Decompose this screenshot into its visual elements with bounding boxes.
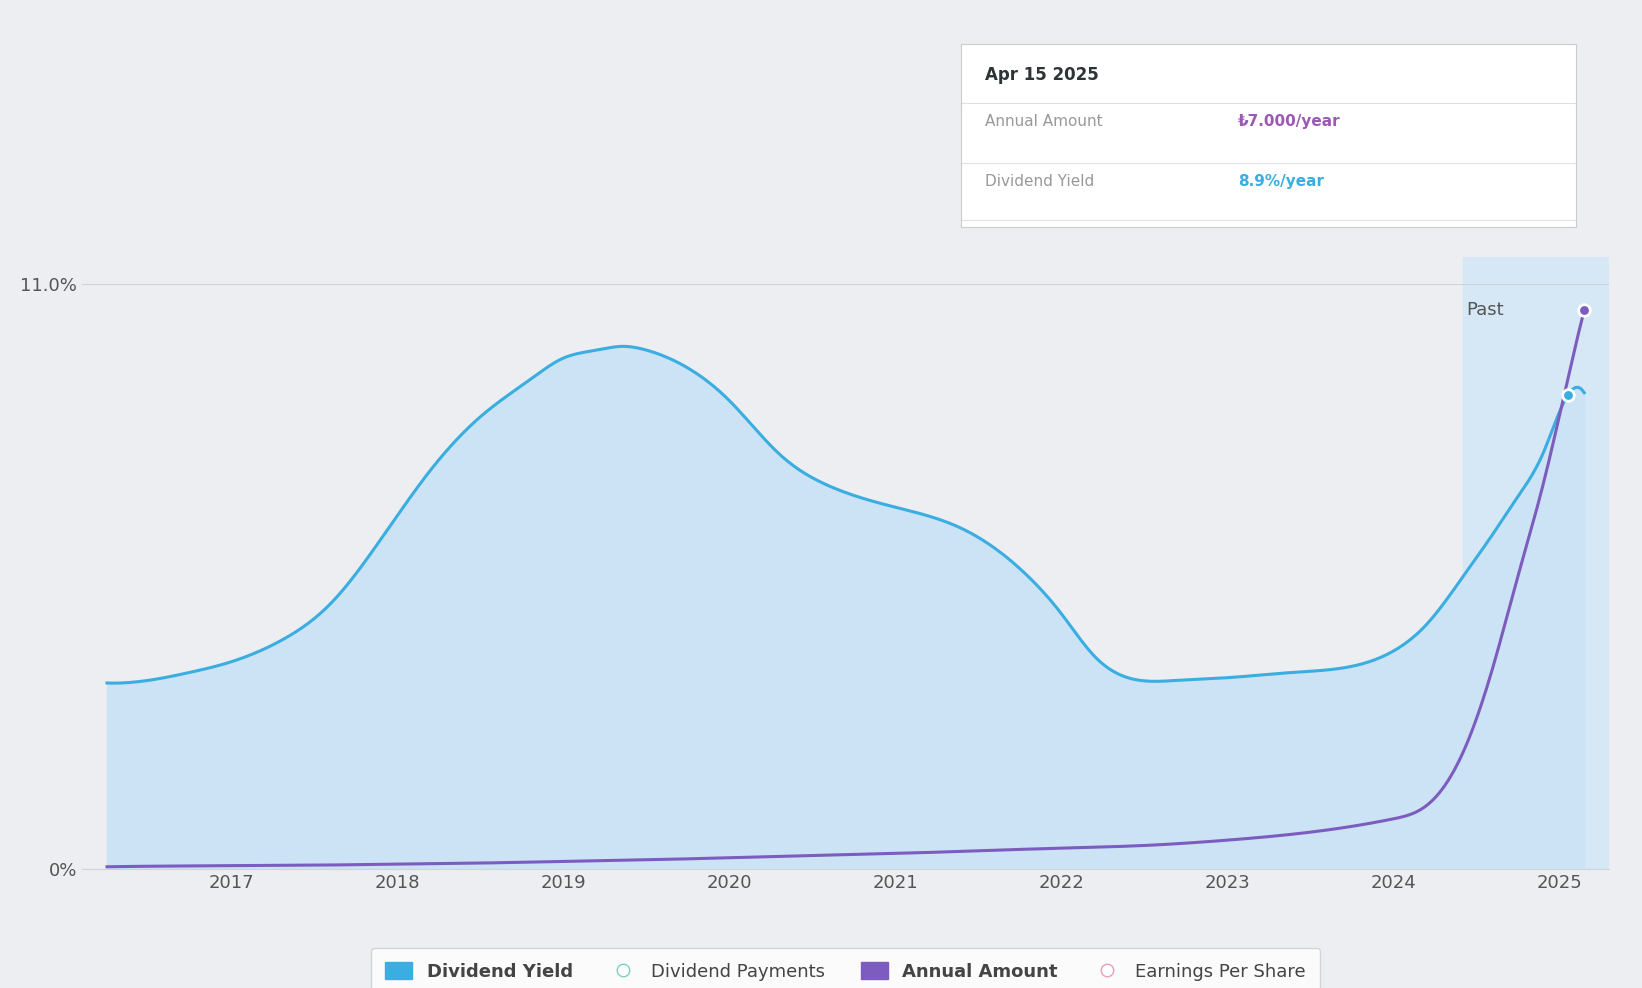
Bar [1463,257,1609,869]
Text: Annual Amount: Annual Amount [985,114,1103,128]
Text: 8.9%/year: 8.9%/year [1238,174,1323,190]
Text: ₺7.000/year: ₺7.000/year [1238,114,1340,128]
Point [1571,302,1598,318]
Legend: Dividend Yield, Dividend Payments, Annual Amount, Earnings Per Share: Dividend Yield, Dividend Payments, Annua… [371,948,1320,988]
Text: Apr 15 2025: Apr 15 2025 [985,66,1098,84]
Text: Dividend Yield: Dividend Yield [985,174,1095,190]
Text: Past: Past [1466,301,1504,319]
Point [1555,387,1581,403]
